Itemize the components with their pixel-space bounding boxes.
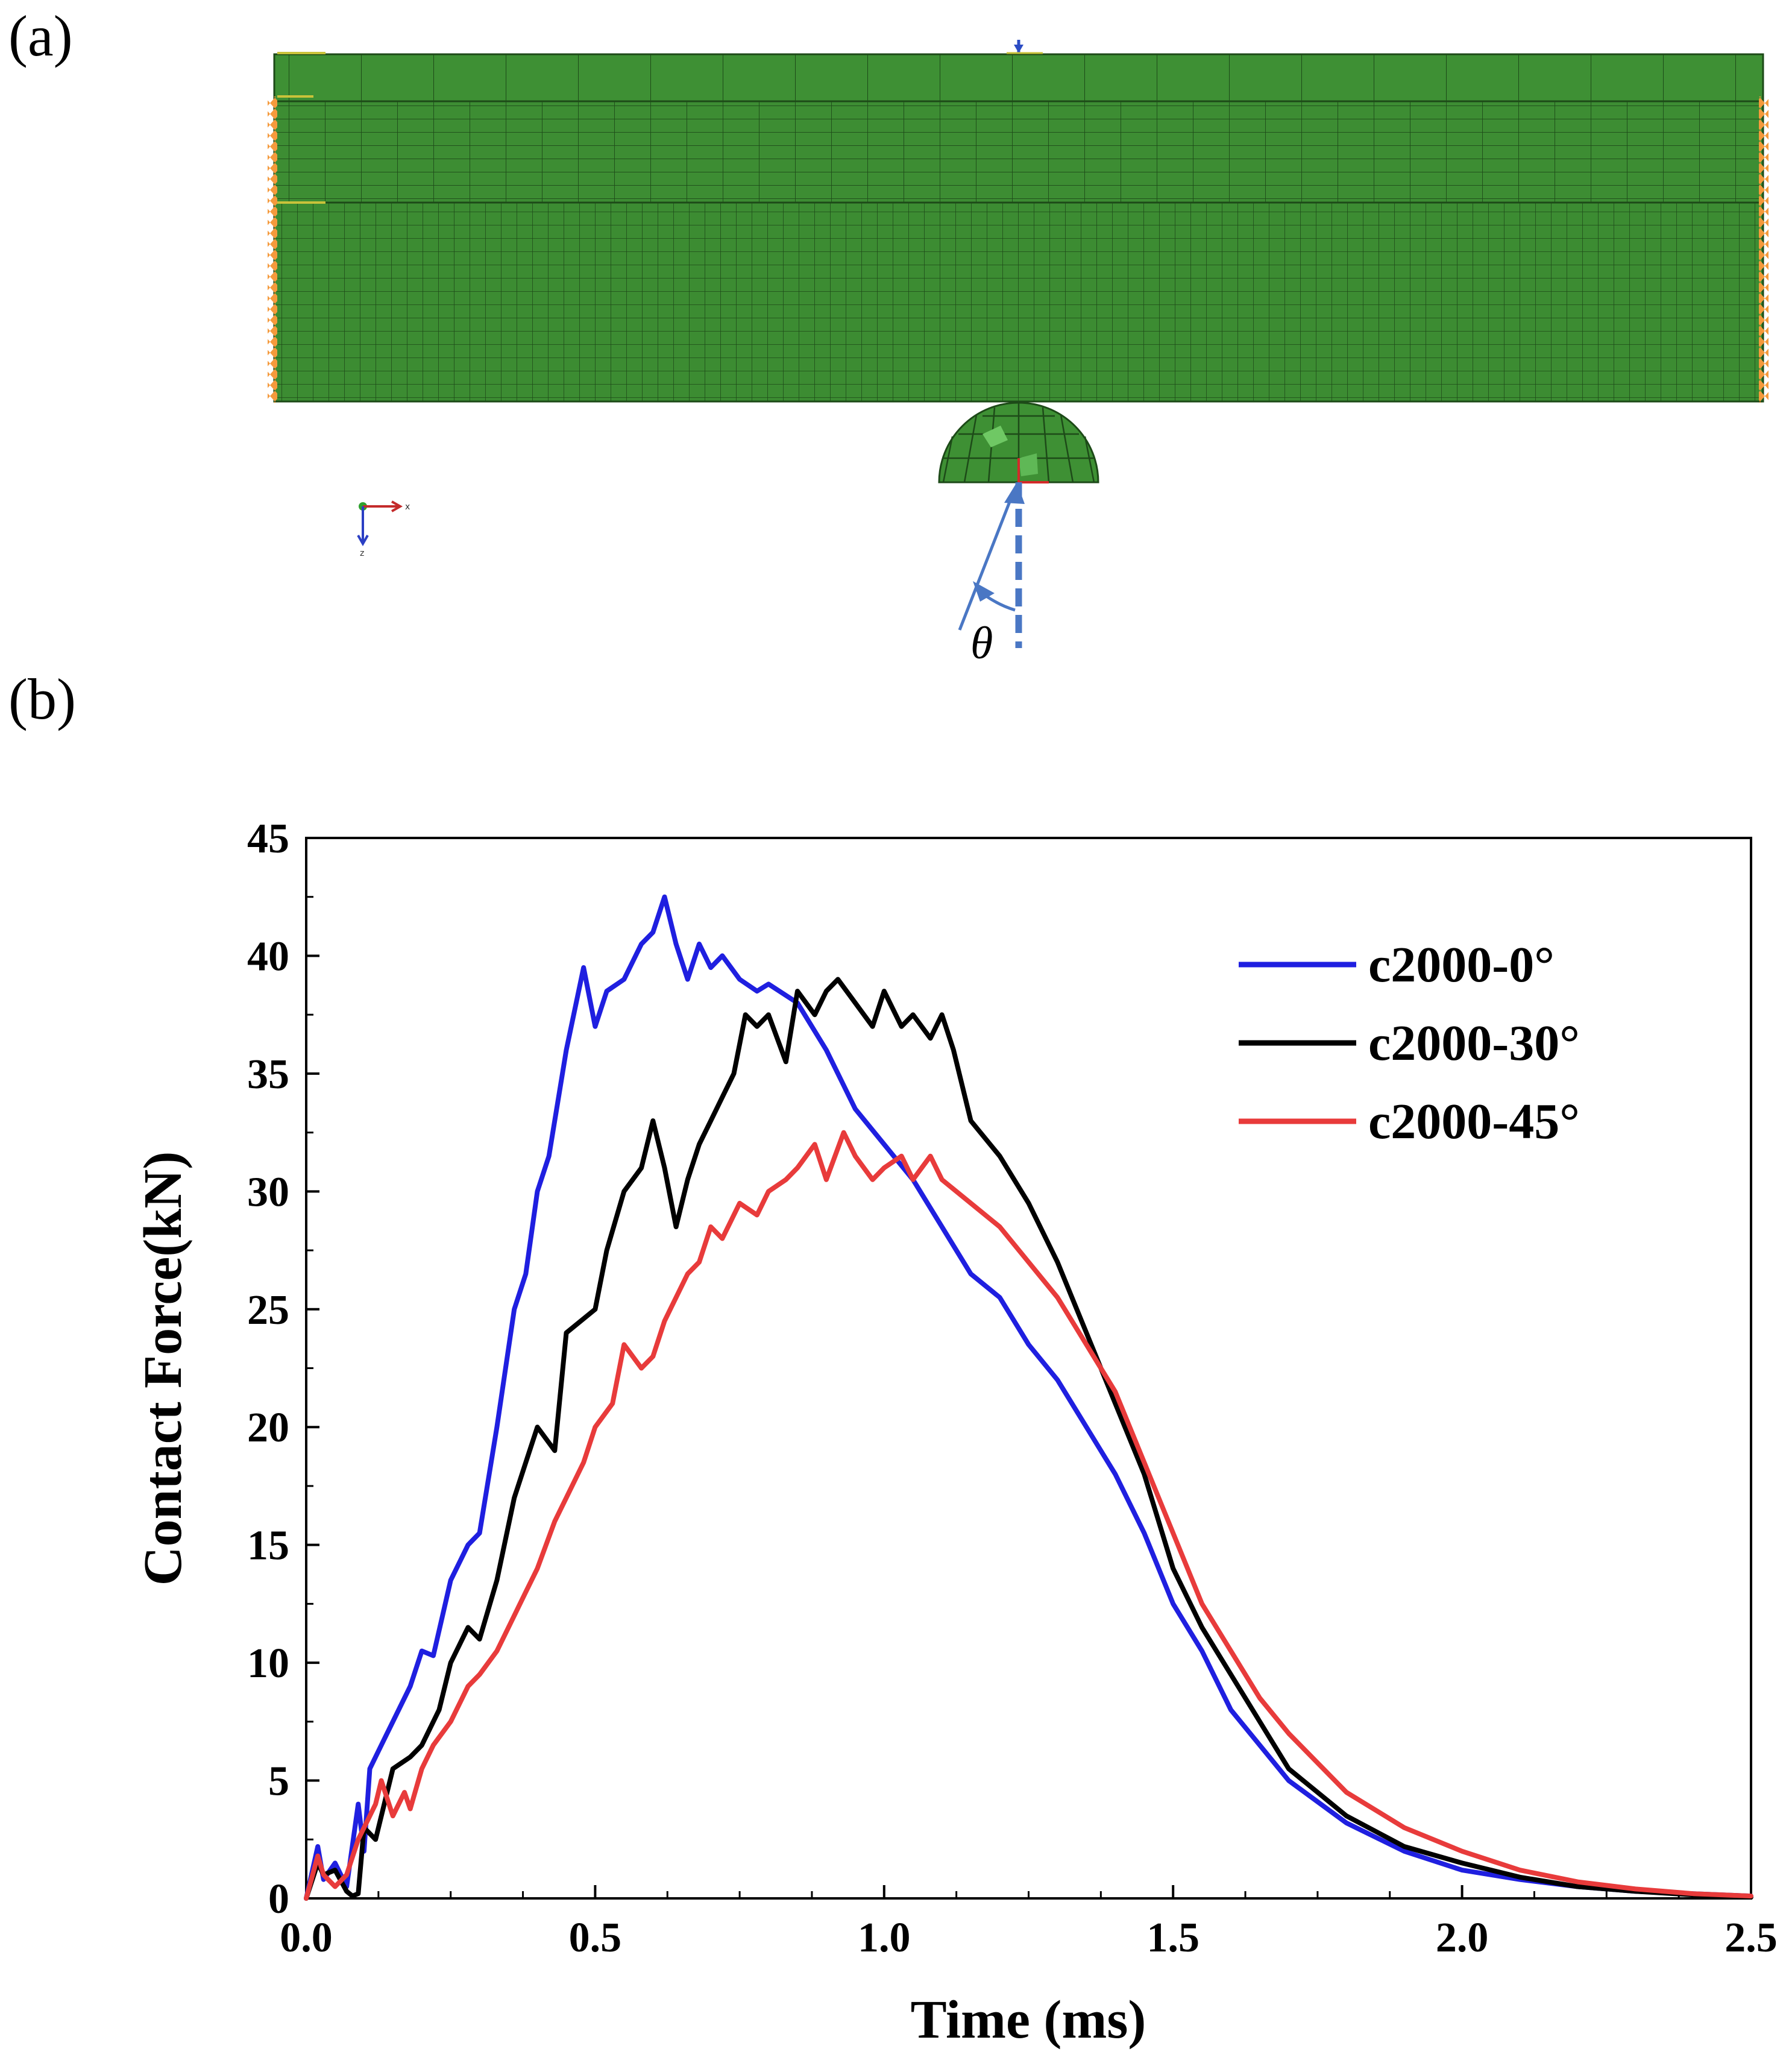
- fine-layer: [273, 201, 1764, 403]
- x-tick-label: 0.0: [280, 1915, 333, 1961]
- y-tick-label: 40: [247, 933, 289, 980]
- y-tick-label: 25: [247, 1287, 289, 1334]
- x-tick-label: 0.5: [569, 1915, 622, 1961]
- clamp-marks: [277, 52, 325, 204]
- legend-item-0: c2000-0°: [1239, 937, 1555, 993]
- laminate-mesh: [268, 40, 1769, 403]
- panel-a: (a) x z: [8, 4, 1769, 669]
- x-tick-label: 2.0: [1436, 1915, 1489, 1961]
- triad-x-label: x: [405, 502, 410, 512]
- coordinate-triad: x z: [357, 500, 410, 558]
- y-tick-label: 30: [247, 1169, 289, 1215]
- left-boundary-condition: [268, 96, 277, 403]
- legend-label-0: c2000-0°: [1368, 937, 1555, 993]
- axis-tick-labels: 0.0 0.5 1.0 1.5 2.0 2.5 0 5 10 15 20 25 30 35 40 45: [247, 816, 1778, 1961]
- triad-x-arrow-icon: [363, 500, 403, 512]
- mid-layer: [273, 100, 1764, 204]
- impactor-origin-triad: [1017, 458, 1049, 483]
- x-tick-label: 1.5: [1146, 1915, 1199, 1961]
- panel-b-label: (b): [8, 667, 76, 731]
- panel-b: (b) 0.0 0.5 1.0 1.5 2.0 2.5 0 5 10 15 20 25 30 35 40 45…: [8, 667, 1778, 2050]
- impact-arrow-head-icon: [1004, 482, 1025, 504]
- x-tick-label: 2.5: [1725, 1915, 1778, 1961]
- y-tick-label: 10: [247, 1640, 289, 1687]
- series-line-1: [304, 977, 1753, 1901]
- series-layer: [304, 894, 1753, 1901]
- x-tick-label: 1.0: [858, 1915, 911, 1961]
- theta-label: θ: [970, 618, 993, 669]
- impact-angle-indicator: θ: [958, 482, 1025, 669]
- y-axis-title: Contact Force(kN): [133, 1151, 193, 1586]
- legend-item-2: c2000-45°: [1239, 1094, 1580, 1150]
- x-axis-title: Time (ms): [911, 1990, 1146, 2050]
- series-line-2: [304, 1130, 1753, 1901]
- legend-label-2: c2000-45°: [1368, 1094, 1580, 1150]
- y-tick-label: 35: [247, 1051, 289, 1098]
- contact-force-chart: 0.0 0.5 1.0 1.5 2.0 2.5 0 5 10 15 20 25 30 35 40 45 Tim…: [133, 816, 1778, 2050]
- legend-label-1: c2000-30°: [1368, 1015, 1580, 1071]
- panel-a-label: (a): [8, 4, 73, 68]
- y-tick-label: 5: [268, 1759, 289, 1805]
- coarse-top-layer: [273, 53, 1764, 102]
- axis-ticks: [305, 837, 1752, 1900]
- y-tick-label: 0: [268, 1876, 289, 1922]
- right-boundary-condition: [1759, 96, 1769, 403]
- triad-z-label: z: [360, 549, 364, 558]
- plot-frame: [305, 837, 1752, 1900]
- series-line-0: [304, 894, 1753, 1901]
- impactor-highlight: [983, 426, 1008, 447]
- legend-item-1: c2000-30°: [1239, 1015, 1580, 1071]
- impactor-mesh: [938, 401, 1099, 483]
- impactor-highlight-2: [1019, 453, 1038, 476]
- y-tick-label: 45: [247, 816, 289, 862]
- angle-arc-head-icon: [973, 581, 995, 602]
- legend: c2000-0° c2000-30° c2000-45°: [1239, 937, 1580, 1150]
- triad-z-arrow-icon: [357, 506, 369, 547]
- impact-direction-arrow-icon: [958, 489, 1016, 631]
- y-tick-label: 20: [247, 1405, 289, 1451]
- load-point-marker: [1007, 40, 1043, 54]
- y-tick-label: 15: [247, 1523, 289, 1569]
